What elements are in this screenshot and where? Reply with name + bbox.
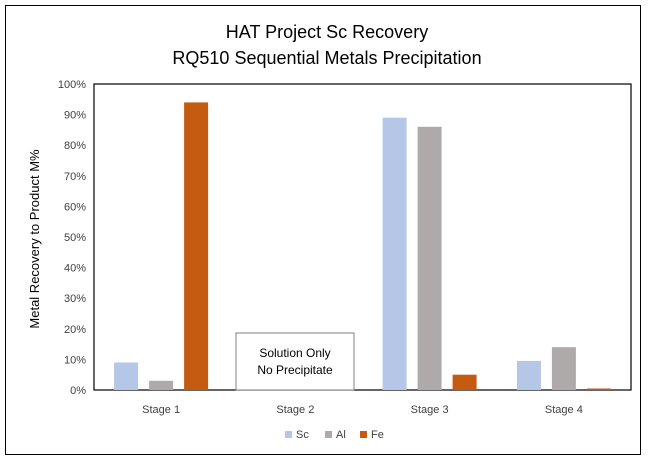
- x-tick-label: Stage 3: [411, 404, 449, 416]
- bar-sc-stage-1: [114, 362, 139, 390]
- y-tick-label: 20%: [64, 324, 86, 336]
- y-tick-label: 0%: [70, 385, 86, 397]
- y-tick-labels: 0% 10% 20% 30% 40% 50% 60% 70% 80% 90% 100%: [58, 79, 86, 397]
- y-tick-label: 80%: [64, 140, 86, 152]
- bar-sc-stage-3: [382, 117, 407, 390]
- legend-label-al: Al: [336, 429, 346, 441]
- chart-title-line2: RQ510 Sequential Metals Precipitation: [172, 48, 481, 68]
- bar-fe-stage-4: [586, 388, 611, 390]
- bar-al-stage-3: [417, 126, 442, 391]
- y-tick-label: 100%: [58, 79, 86, 91]
- chart: HAT Project Sc Recovery RQ510 Sequential…: [27, 22, 632, 441]
- y-axis-label: Metal Recovery to Product M%: [27, 149, 42, 329]
- legend-swatch-sc: [285, 431, 292, 438]
- x-tick-label: Stage 4: [545, 404, 583, 416]
- annotation-line2: No Precipitate: [257, 363, 333, 377]
- y-tick-label: 50%: [64, 232, 86, 244]
- x-tick-labels: Stage 1 Stage 2 Stage 3 Stage 4: [142, 404, 583, 416]
- chart-title-line1: HAT Project Sc Recovery: [226, 22, 428, 42]
- legend: Sc Al Fe: [285, 429, 384, 441]
- chart-frame: HAT Project Sc Recovery RQ510 Sequential…: [5, 5, 641, 455]
- bar-fe-stage-1: [184, 102, 209, 391]
- annotation-box: Solution Only No Precipitate: [235, 332, 355, 391]
- y-tick-label: 70%: [64, 171, 86, 183]
- x-tick-label: Stage 2: [276, 404, 314, 416]
- annotation-frame: [235, 332, 355, 391]
- y-tick-label: 60%: [64, 201, 86, 213]
- bars: [114, 102, 611, 391]
- bar-sc-stage-4: [516, 360, 541, 390]
- legend-label-fe: Fe: [371, 429, 384, 441]
- y-tick-label: 90%: [64, 110, 86, 122]
- plot-area: [93, 83, 632, 391]
- bar-fe-stage-3: [452, 374, 477, 390]
- bar-al-stage-1: [149, 380, 174, 390]
- bar-al-stage-4: [551, 347, 576, 390]
- x-tick-label: Stage 1: [142, 404, 180, 416]
- legend-swatch-al: [325, 431, 332, 438]
- legend-swatch-fe: [360, 431, 367, 438]
- y-tick-label: 40%: [64, 263, 86, 275]
- y-tick-label: 10%: [64, 354, 86, 366]
- legend-label-sc: Sc: [296, 429, 309, 441]
- y-tick-label: 30%: [64, 293, 86, 305]
- annotation-line1: Solution Only: [259, 346, 330, 360]
